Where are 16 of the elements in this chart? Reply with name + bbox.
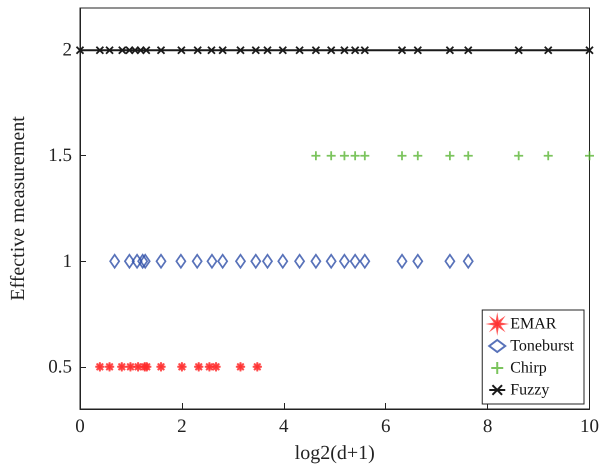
legend-label: Toneburst bbox=[510, 338, 575, 354]
x-tick-label: 2 bbox=[177, 416, 187, 437]
x-tick-label: 0 bbox=[75, 416, 85, 437]
x-tick-label: 8 bbox=[482, 416, 492, 437]
y-axis-title: Effective measurement bbox=[7, 116, 29, 301]
x-tick-label: 4 bbox=[279, 416, 290, 437]
y-tick-label: 1 bbox=[62, 250, 72, 272]
legend-label: Fuzzy bbox=[510, 382, 550, 398]
x-tick-label: 6 bbox=[380, 416, 390, 437]
legend-label: Chirp bbox=[510, 360, 547, 376]
x-tick-label: 10 bbox=[580, 416, 599, 437]
legend-label: EMAR bbox=[510, 316, 557, 332]
x-axis-title: log2(d+1) bbox=[294, 442, 375, 464]
y-tick-label: 1.5 bbox=[48, 145, 72, 166]
y-tick-label: 2 bbox=[62, 40, 72, 61]
y-tick-label: 0.5 bbox=[48, 356, 72, 378]
